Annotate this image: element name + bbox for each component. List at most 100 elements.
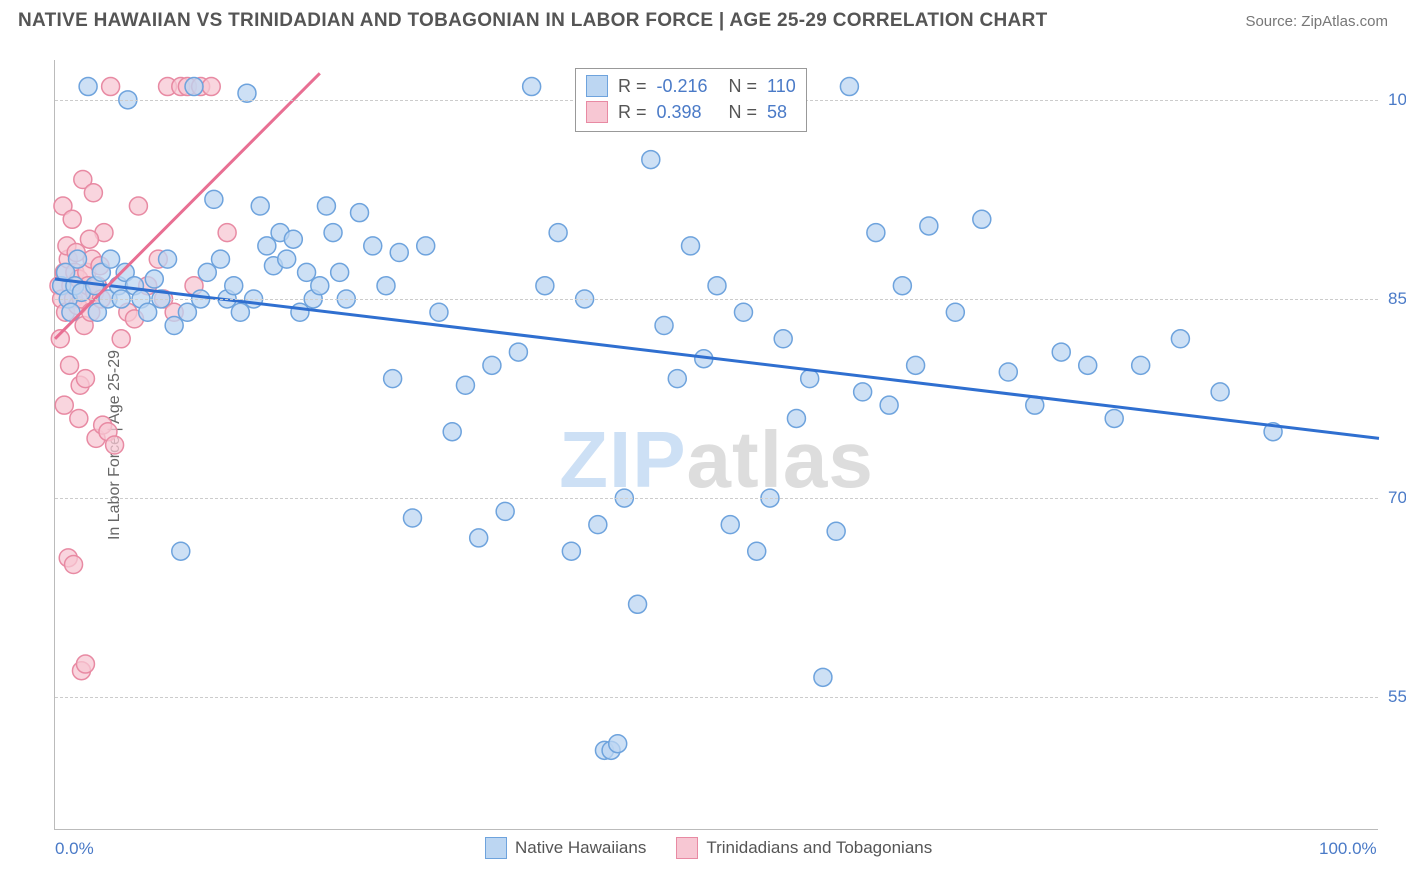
gridline-h: [55, 498, 1378, 499]
scatter-point: [801, 370, 819, 388]
scatter-point: [80, 230, 98, 248]
scatter-point: [284, 230, 302, 248]
scatter-point: [106, 436, 124, 454]
x-tick-label: 0.0%: [55, 839, 94, 859]
scatter-point: [70, 409, 88, 427]
x-tick-label: 100.0%: [1319, 839, 1377, 859]
scatter-point: [880, 396, 898, 414]
legend-swatch: [586, 101, 608, 123]
scatter-point: [65, 555, 83, 573]
scatter-point: [734, 303, 752, 321]
scatter-point: [1079, 356, 1097, 374]
scatter-point: [112, 330, 130, 348]
correlation-legend-row: R = -0.216 N = 110: [586, 73, 796, 99]
scatter-point: [79, 78, 97, 96]
scatter-point: [102, 250, 120, 268]
scatter-point: [63, 210, 81, 228]
scatter-point: [129, 197, 147, 215]
scatter-point: [225, 277, 243, 295]
scatter-point: [278, 250, 296, 268]
gridline-h: [55, 697, 1378, 698]
n-value: 58: [767, 99, 787, 125]
scatter-point: [642, 151, 660, 169]
scatter-point: [1052, 343, 1070, 361]
scatter-point: [218, 224, 236, 242]
y-tick-label: 100.0%: [1388, 90, 1406, 110]
scatter-point: [390, 244, 408, 262]
scatter-point: [907, 356, 925, 374]
scatter-point: [185, 78, 203, 96]
scatter-point: [364, 237, 382, 255]
scatter-point: [708, 277, 726, 295]
scatter-point: [721, 516, 739, 534]
scatter-point: [1171, 330, 1189, 348]
y-tick-label: 55.0%: [1388, 687, 1406, 707]
scatter-point: [1211, 383, 1229, 401]
legend-swatch: [485, 837, 507, 859]
scatter-point: [893, 277, 911, 295]
scatter-point: [251, 197, 269, 215]
scatter-point: [430, 303, 448, 321]
scatter-point: [470, 529, 488, 547]
scatter-point: [198, 263, 216, 281]
scatter-point: [145, 270, 163, 288]
scatter-point: [61, 356, 79, 374]
scatter-point: [205, 190, 223, 208]
y-tick-label: 85.0%: [1388, 289, 1406, 309]
y-tick-label: 70.0%: [1388, 488, 1406, 508]
source-label: Source: ZipAtlas.com: [1245, 13, 1388, 30]
scatter-point: [178, 303, 196, 321]
scatter-point: [549, 224, 567, 242]
scatter-point: [311, 277, 329, 295]
r-label: R =: [618, 73, 647, 99]
r-value: -0.216: [657, 73, 719, 99]
scatter-point: [76, 655, 94, 673]
scatter-point: [331, 263, 349, 281]
scatter-point: [76, 370, 94, 388]
scatter-point: [443, 423, 461, 441]
scatter-point: [258, 237, 276, 255]
scatter-point: [536, 277, 554, 295]
scatter-point: [973, 210, 991, 228]
scatter-point: [748, 542, 766, 560]
n-value: 110: [767, 73, 796, 99]
scatter-point: [139, 303, 157, 321]
series-legend-label: Trinidadians and Tobagonians: [706, 838, 932, 858]
series-legend-label: Native Hawaiians: [515, 838, 646, 858]
scatter-point: [1105, 409, 1123, 427]
scatter-point: [1132, 356, 1150, 374]
scatter-point: [172, 542, 190, 560]
scatter-point: [682, 237, 700, 255]
scatter-point: [827, 522, 845, 540]
legend-swatch: [586, 75, 608, 97]
scatter-point: [298, 263, 316, 281]
series-legend-item: Native Hawaiians: [485, 837, 646, 859]
scatter-point: [324, 224, 342, 242]
scatter-point: [84, 184, 102, 202]
scatter-point: [854, 383, 872, 401]
scatter-point: [609, 735, 627, 753]
scatter-point: [509, 343, 527, 361]
scatter-point: [403, 509, 421, 527]
scatter-point: [562, 542, 580, 560]
trend-line: [55, 279, 1379, 438]
n-label: N =: [729, 73, 758, 99]
r-label: R =: [618, 99, 647, 125]
scatter-point: [483, 356, 501, 374]
scatter-point: [774, 330, 792, 348]
chart-container: In Labor Force | Age 25-29 ZIPatlas 55.0…: [42, 60, 1388, 830]
plot-area: ZIPatlas 55.0%70.0%85.0%100.0%0.0%100.0%…: [54, 60, 1378, 830]
scatter-point: [999, 363, 1017, 381]
scatter-point: [159, 250, 177, 268]
scatter-point: [231, 303, 249, 321]
scatter-point: [629, 595, 647, 613]
correlation-legend-row: R =0.398N =58: [586, 99, 796, 125]
series-legend: Native Hawaiians Trinidadians and Tobagon…: [485, 837, 932, 859]
scatter-point: [840, 78, 858, 96]
chart-title: NATIVE HAWAIIAN VS TRINIDADIAN AND TOBAG…: [18, 10, 1048, 32]
plot-svg: [55, 60, 1378, 829]
scatter-point: [102, 78, 120, 96]
scatter-point: [165, 317, 183, 335]
scatter-point: [417, 237, 435, 255]
gridline-h: [55, 299, 1378, 300]
